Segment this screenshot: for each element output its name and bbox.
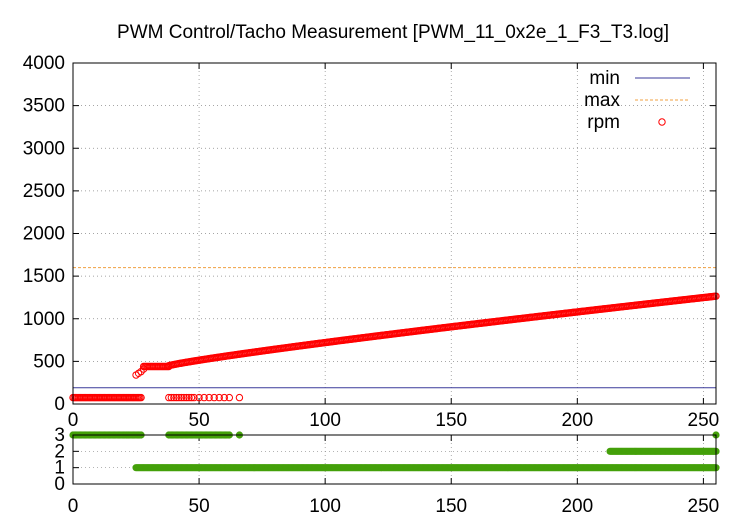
sub-x-tick-label: 250 [688,496,720,517]
main-rpm-point [205,393,213,402]
main-y-tick-label: 3500 [23,96,65,117]
main-rpm-point [170,393,178,402]
main-rpm-point [190,393,198,402]
main-y-tick-label: 2000 [23,224,65,245]
main-rpm-point [182,393,191,402]
main-rpm-point [185,393,193,402]
main-y-tick-label: 4000 [23,53,65,74]
main-plot-series [69,267,720,402]
legend-marker-rpm [658,118,666,126]
main-rpm-point [225,393,234,402]
main-x-tick-label: 50 [189,410,210,431]
sub-x-tick-label: 0 [68,496,79,517]
sub-x-tick-label: 100 [309,496,341,517]
main-rpm-point [172,393,181,402]
main-rpm-point [167,393,176,402]
main-x-tick-label: 200 [561,410,593,431]
main-rpm-point [137,393,145,402]
main-y-tick-label: 0 [54,394,65,415]
legend-label-rpm: rpm [587,112,620,133]
main-x-tick-label: 0 [68,410,79,431]
legend-label-min: min [589,68,620,89]
legend-label-max: max [584,90,620,111]
sub-x-tick-label: 200 [561,496,593,517]
main-rpm-point [165,393,173,402]
sub-y-tick-label: 1 [54,458,65,479]
sub-y-tick-label: 0 [54,474,65,495]
main-y-tick-label: 2500 [23,181,65,202]
main-rpm-point [215,393,223,402]
chart-title: PWM Control/Tacho Measurement [PWM_11_0x… [117,22,669,43]
sub-gridlines [73,435,716,484]
sub-y-tick-label: 2 [54,441,65,462]
main-rpm-point [210,393,218,402]
main-plot-frame [72,62,717,405]
main-rpm-point [200,393,208,402]
main-rpm-point [220,393,228,402]
main-x-tick-label: 250 [688,410,720,431]
main-y-tick-label: 1000 [23,309,65,330]
main-rpm-point [180,393,188,402]
sub-x-tick-label: 150 [435,496,467,517]
main-y-tick-label: 500 [33,351,65,372]
main-axis-ticks: 0 50 100 150 200 2500500100015002000250030003… [23,53,720,431]
main-rpm-point [195,393,203,402]
main-x-tick-label: 150 [435,410,467,431]
sub-y-tick-label: 3 [54,425,65,446]
main-rpm-point [187,393,196,402]
main-y-tick-label: 3000 [23,138,65,159]
main-y-tick-label: 1500 [23,266,65,287]
main-rpm-point [175,393,183,402]
legend: min max rpm [584,68,690,133]
main-rpm-point [177,393,186,402]
sub-plot-frame [72,434,717,485]
sub-plot-series [69,431,720,472]
sub-x-tick-label: 50 [189,496,210,517]
main-rpm-point [235,393,244,402]
main-gridlines [73,63,716,404]
main-x-tick-label: 100 [309,410,341,431]
